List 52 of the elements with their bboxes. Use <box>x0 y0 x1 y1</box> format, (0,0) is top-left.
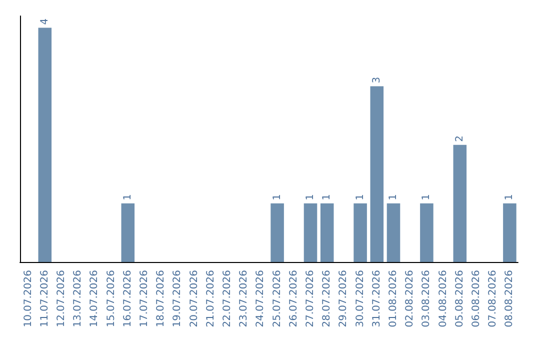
x-tick-label: 02.08.2026 <box>404 270 416 328</box>
bar <box>320 203 334 262</box>
bar <box>38 28 52 262</box>
data-label: 1 <box>504 194 516 200</box>
data-label: 4 <box>39 18 50 25</box>
data-label: 1 <box>354 194 366 200</box>
x-tick-label: 24.07.2026 <box>255 270 266 328</box>
x-tick-label: 01.08.2026 <box>388 270 399 328</box>
data-label: 1 <box>305 194 316 200</box>
data-label: 2 <box>454 135 466 142</box>
bar <box>121 203 135 262</box>
x-tick-label: 10.07.2026 <box>22 270 34 328</box>
bar <box>386 203 400 262</box>
x-tick-label: 03.08.2026 <box>421 270 432 328</box>
x-tick-label: 19.07.2026 <box>172 270 184 328</box>
x-tick-label: 12.07.2026 <box>56 270 67 328</box>
x-tick-label: 16.07.2026 <box>122 270 134 328</box>
x-tick-label: 21.07.2026 <box>205 270 216 328</box>
bar <box>453 144 467 262</box>
data-label: 1 <box>122 194 134 200</box>
data-label: 1 <box>421 194 432 200</box>
bar <box>270 203 284 262</box>
x-tick-label: 23.07.2026 <box>238 270 250 328</box>
x-tick-label: 31.07.2026 <box>371 270 382 328</box>
x-tick-label: 07.08.2026 <box>488 270 499 328</box>
x-tick-label: 11.07.2026 <box>39 270 50 328</box>
x-tick-label: 26.07.2026 <box>288 270 300 328</box>
bar <box>354 203 367 262</box>
bar <box>420 203 434 262</box>
x-tick-label: 29.07.2026 <box>338 270 350 328</box>
bar <box>370 86 384 262</box>
x-tick-label: 25.07.2026 <box>272 270 283 328</box>
data-label: 3 <box>371 76 382 84</box>
x-tick-label: 14.07.2026 <box>89 270 100 328</box>
x-tick-label: 22.07.2026 <box>222 270 233 328</box>
x-tick-label: 28.07.2026 <box>322 270 333 328</box>
x-tick-label: 04.08.2026 <box>438 270 449 328</box>
x-tick-label: 18.07.2026 <box>156 270 167 328</box>
x-tick-label: 13.07.2026 <box>72 270 84 328</box>
x-tick-label: 06.08.2026 <box>471 270 482 328</box>
x-tick-label: 15.07.2026 <box>106 270 117 328</box>
data-label: 1 <box>388 194 399 200</box>
bar <box>304 203 318 262</box>
bar <box>503 203 516 262</box>
x-tick-label: 30.07.2026 <box>354 270 366 328</box>
data-label: 1 <box>322 194 333 200</box>
data-label: 1 <box>272 194 283 200</box>
x-tick-label: 17.07.2026 <box>139 270 150 328</box>
x-tick-label: 05.08.2026 <box>454 270 466 328</box>
x-tick-label: 27.07.2026 <box>305 270 316 328</box>
x-tick-label: 08.08.2026 <box>504 270 516 328</box>
x-tick-label: 20.07.2026 <box>188 270 200 328</box>
